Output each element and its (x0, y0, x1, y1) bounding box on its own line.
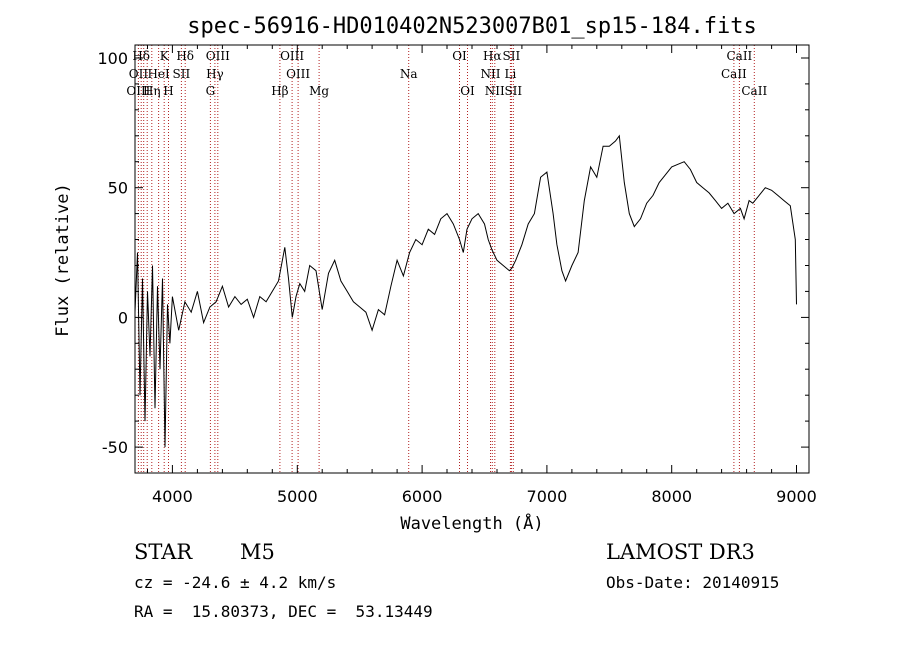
line-label: G (206, 84, 216, 98)
line-label: OIII (286, 67, 310, 81)
line-label: SII (503, 49, 521, 63)
line-label: CaII (741, 84, 767, 98)
x-tick-label: 4000 (152, 487, 193, 506)
line-label: Hδ (132, 49, 150, 63)
line-label: OIII (280, 49, 304, 63)
line-label: NII (481, 67, 501, 81)
x-tick-label: 8000 (651, 487, 692, 506)
chart-title: spec-56916-HD010402N523007B01_sp15-184.f… (187, 14, 757, 39)
x-tick-label: 5000 (277, 487, 318, 506)
line-label: CaII (721, 67, 747, 81)
line-label: Hδ (176, 49, 194, 63)
line-label: Hβ (271, 84, 288, 98)
line-label: K (160, 49, 170, 63)
line-label: SII (173, 67, 191, 81)
line-label: CaII (726, 49, 752, 63)
line-label: Mg (309, 84, 329, 98)
line-label: HeI (147, 67, 170, 81)
plot-frame (134, 44, 810, 474)
spectral-line-markers (137, 45, 755, 473)
y-tick-label: 0 (118, 308, 128, 327)
line-label: OI (452, 49, 467, 63)
y-axis-ticks: -50 0 50 100 (97, 49, 809, 474)
line-label: Li (504, 67, 516, 81)
line-label: OI (460, 84, 475, 98)
line-label: Hα (483, 49, 502, 63)
line-label: Na (400, 67, 418, 81)
obs-date-line: Obs-Date: 20140915 (606, 573, 780, 592)
line-label: Hη (143, 84, 161, 98)
x-tick-label: 7000 (527, 487, 568, 506)
line-label: Hγ (206, 67, 224, 81)
object-subclass: M5 (240, 540, 275, 564)
line-label: OII (129, 67, 149, 81)
line-label: NII (485, 84, 505, 98)
survey-name: LAMOST DR3 (606, 540, 755, 564)
line-label: OIII (206, 49, 230, 63)
x-axis-ticks: 4000 5000 6000 7000 8000 9000 (147, 45, 817, 506)
line-label: OIII (126, 84, 150, 98)
x-tick-label: 9000 (776, 487, 817, 506)
x-tick-label: 6000 (402, 487, 443, 506)
y-tick-label: -50 (102, 438, 128, 457)
line-label: SII (504, 84, 522, 98)
coordinates-line: RA = 15.80373, DEC = 53.13449 (134, 602, 433, 621)
flux-series-line (134, 134, 797, 448)
y-tick-label: 50 (108, 179, 128, 198)
redshift-line: cz = -24.6 ± 4.2 km/s (134, 573, 337, 592)
x-axis-label: Wavelength (Å) (400, 512, 543, 534)
y-axis-label: Flux (relative) (53, 183, 73, 337)
object-class: STAR (134, 540, 193, 564)
y-tick-label: 100 (97, 49, 128, 68)
line-label: H (163, 84, 173, 98)
